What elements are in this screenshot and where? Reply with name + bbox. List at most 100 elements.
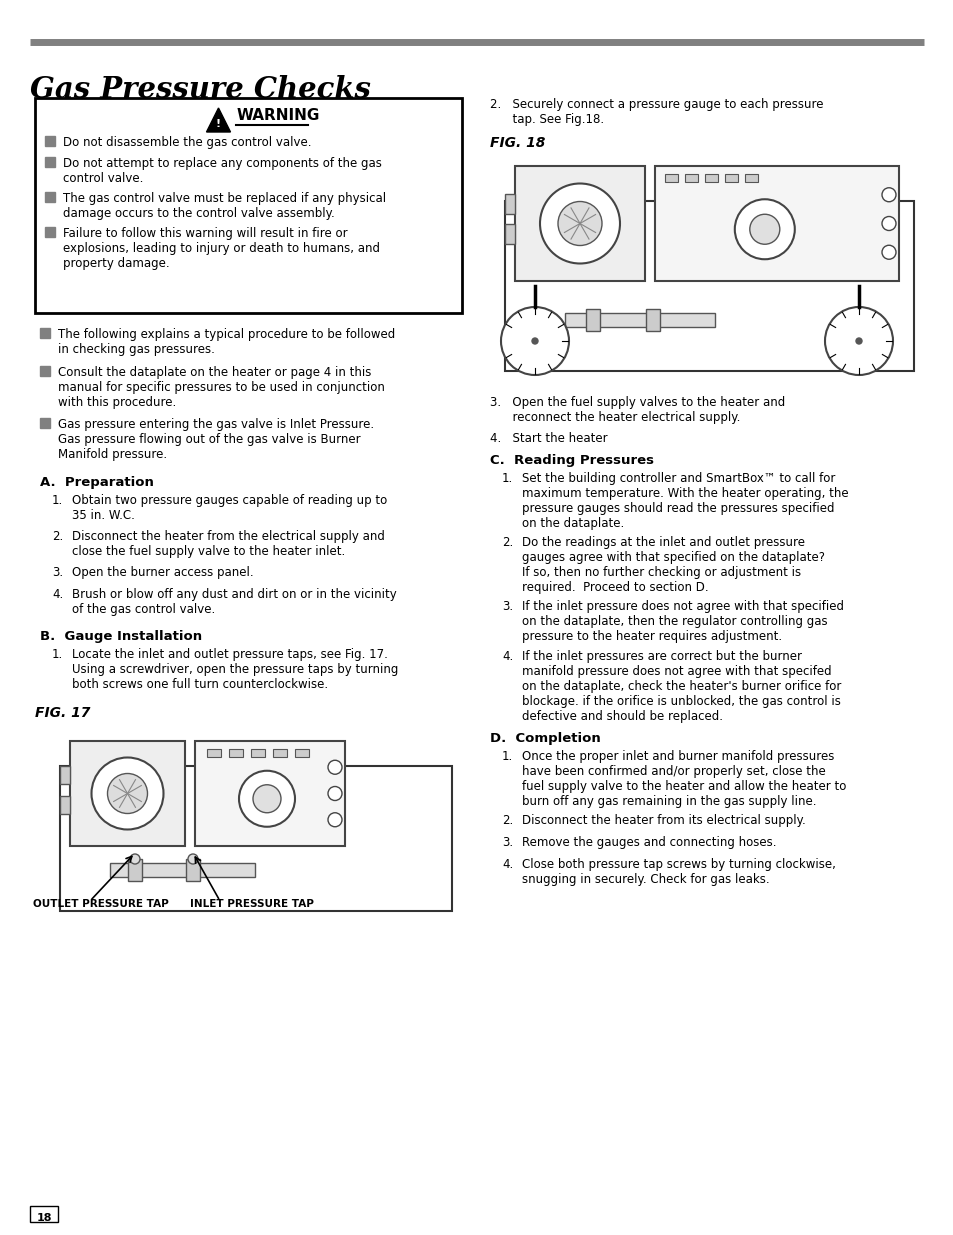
Bar [585,309,599,331]
Text: If the inlet pressures are correct but the burner
manifold pressure does not agr: If the inlet pressures are correct but t… [521,650,841,722]
Bar [645,309,659,331]
Text: A.  Preparation: A. Preparation [40,475,153,489]
Bar [294,748,309,757]
Text: WARNING: WARNING [236,107,319,124]
Bar [684,174,698,182]
Bar [186,860,200,881]
Text: 3.   Open the fuel supply valves to the heater and
      reconnect the heater el: 3. Open the fuel supply valves to the he… [490,396,784,424]
Text: B.  Gauge Installation: B. Gauge Installation [40,630,202,643]
Text: 3.: 3. [501,600,513,613]
Text: 2.   Securely connect a pressure gauge to each pressure
      tap. See Fig.18.: 2. Securely connect a pressure gauge to … [490,98,822,126]
Text: Consult the dataplate on the heater or page 4 in this
manual for specific pressu: Consult the dataplate on the heater or p… [58,366,384,409]
Bar [504,224,515,245]
Bar [45,227,55,237]
Bar [30,1207,58,1221]
Text: OUTLET PRESSURE TAP: OUTLET PRESSURE TAP [33,899,169,909]
Circle shape [328,787,341,800]
Bar [194,741,345,846]
Text: 1.: 1. [52,648,63,661]
Text: The following explains a typical procedure to be followed
in checking gas pressu: The following explains a typical procedu… [58,329,395,356]
Circle shape [539,184,619,263]
Text: 2.: 2. [52,530,63,543]
Text: 3.: 3. [501,836,513,848]
Text: C.  Reading Pressures: C. Reading Pressures [490,454,654,467]
Text: Do the readings at the inlet and outlet pressure
gauges agree with that specifie: Do the readings at the inlet and outlet … [521,536,824,594]
Bar [504,194,515,214]
Text: Gas Pressure Checks: Gas Pressure Checks [30,75,371,104]
Text: FIG. 17: FIG. 17 [35,706,91,720]
Bar [724,174,738,182]
FancyBboxPatch shape [35,98,461,312]
Text: !: ! [215,119,221,128]
Circle shape [91,757,163,830]
Text: Open the burner access panel.: Open the burner access panel. [71,566,253,579]
Bar [60,766,70,784]
Bar [45,136,55,146]
Text: Locate the inlet and outlet pressure taps, see Fig. 17.
Using a screwdriver, ope: Locate the inlet and outlet pressure tap… [71,648,398,692]
Bar [110,863,254,877]
Bar [229,748,243,757]
Bar [273,748,287,757]
Text: 4.: 4. [52,588,63,601]
Bar [70,741,185,846]
Circle shape [824,308,892,375]
Bar [128,860,142,881]
Text: FIG. 18: FIG. 18 [490,136,545,149]
Text: 2.: 2. [501,814,513,827]
Text: 3.: 3. [52,566,63,579]
Bar [744,174,758,182]
Text: 18: 18 [36,1213,51,1223]
Text: Do not disassemble the gas control valve.: Do not disassemble the gas control valve… [63,136,312,149]
Text: Disconnect the heater from its electrical supply.: Disconnect the heater from its electrica… [521,814,805,827]
Bar [60,797,70,814]
Text: 1.: 1. [501,750,513,763]
Text: 4.: 4. [501,650,513,663]
Text: 2.: 2. [501,536,513,550]
Bar [40,417,50,429]
Text: If the inlet pressure does not agree with that specified
on the dataplate, then : If the inlet pressure does not agree wit… [521,600,843,643]
Circle shape [328,813,341,826]
Bar [45,191,55,203]
Circle shape [108,773,148,814]
Bar [704,174,718,182]
Text: Failure to follow this warning will result in fire or
explosions, leading to inj: Failure to follow this warning will resu… [63,227,379,270]
Text: Gas pressure entering the gas valve is Inlet Pressure.
Gas pressure flowing out : Gas pressure entering the gas valve is I… [58,417,374,461]
Bar [207,748,221,757]
Circle shape [882,246,895,259]
Circle shape [328,761,341,774]
Text: Set the building controller and SmartBox™ to call for
maximum temperature. With : Set the building controller and SmartBox… [521,472,848,530]
Circle shape [188,853,198,864]
Bar [504,201,913,370]
Text: Once the proper inlet and burner manifold pressures
have been confirmed and/or p: Once the proper inlet and burner manifol… [521,750,845,808]
Text: Do not attempt to replace any components of the gas
control valve.: Do not attempt to replace any components… [63,157,381,185]
Circle shape [855,338,862,345]
Circle shape [749,214,779,245]
Circle shape [130,853,140,864]
Text: Close both pressure tap screws by turning clockwise,
snugging in securely. Check: Close both pressure tap screws by turnin… [521,858,835,885]
Polygon shape [206,107,231,132]
Text: Remove the gauges and connecting hoses.: Remove the gauges and connecting hoses. [521,836,776,848]
Text: 4.: 4. [501,858,513,871]
Circle shape [734,199,794,259]
Bar [40,366,50,375]
Bar [60,766,452,911]
Text: Obtain two pressure gauges capable of reading up to
35 in. W.C.: Obtain two pressure gauges capable of re… [71,494,387,522]
Circle shape [558,201,601,246]
Bar [655,165,898,282]
Bar [40,329,50,338]
Text: 4.   Start the heater: 4. Start the heater [490,432,607,445]
Circle shape [882,188,895,201]
Text: 1.: 1. [52,494,63,508]
Text: Brush or blow off any dust and dirt on or in the vicinity
of the gas control val: Brush or blow off any dust and dirt on o… [71,588,396,616]
Text: D.  Completion: D. Completion [490,732,600,745]
Bar [664,174,678,182]
Text: 1.: 1. [501,472,513,485]
Text: The gas control valve must be replaced if any physical
damage occurs to the cont: The gas control valve must be replaced i… [63,191,386,220]
Circle shape [500,308,568,375]
Circle shape [253,784,281,813]
Text: INLET PRESSURE TAP: INLET PRESSURE TAP [190,899,314,909]
Bar [515,165,644,282]
Bar [251,748,265,757]
Bar [564,312,714,327]
Circle shape [239,771,294,826]
